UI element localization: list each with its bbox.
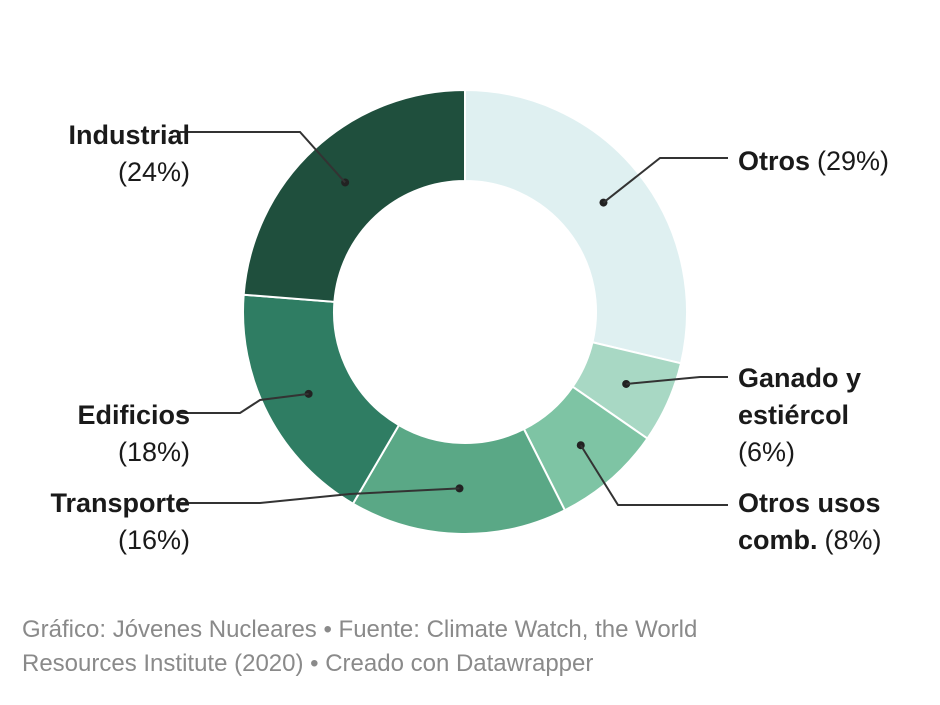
- label-otros: Otros (29%): [738, 146, 889, 176]
- leader-edificios: [180, 392, 309, 414]
- chart-footer: Gráfico: Jóvenes Nucleares • Fuente: Cli…: [22, 613, 922, 681]
- label-ganado-line1: Ganado y: [738, 363, 861, 393]
- label-ganado-line2: estiércol: [738, 400, 849, 430]
- donut-slices: [242, 88, 688, 535]
- leader-otros: [602, 157, 728, 204]
- footer-line-2: Resources Institute (2020) • Creado con …: [22, 650, 594, 677]
- leader-ganado-y-estiercol: [626, 376, 728, 385]
- slice-edificios: [242, 293, 401, 506]
- label-edificios-pct: (18%): [118, 437, 190, 467]
- label-otros-pct: (29%): [817, 146, 889, 176]
- footer-line-1: Gráfico: Jóvenes Nucleares • Fuente: Cli…: [22, 616, 698, 643]
- leader-transporte: [180, 487, 460, 504]
- label-transporte-name: Transporte: [50, 488, 190, 518]
- label-otros-name: Otros: [738, 146, 810, 176]
- leader-industrial: [180, 131, 346, 184]
- label-otros-usos-line1: Otros usos: [738, 488, 881, 518]
- label-edificios-name: Edificios: [77, 400, 190, 430]
- label-industrial-name: Industrial: [68, 120, 190, 150]
- slice-otros: [464, 88, 688, 365]
- leader-lines: [180, 131, 728, 506]
- slice-industrial: [242, 88, 466, 303]
- donut-chart: Otros (29%) Ganado y estiércol (6%) Otros…: [50, 88, 889, 555]
- leader-otros-usos-comb: [579, 444, 728, 506]
- label-ganado-pct: (6%): [738, 437, 795, 467]
- label-industrial-pct: (24%): [118, 157, 190, 187]
- label-otros-usos-line2: comb. (8%): [738, 525, 882, 555]
- label-otros-usos-name2: comb.: [738, 525, 818, 555]
- label-otros-usos-pct: (8%): [825, 525, 882, 555]
- label-transporte-pct: (16%): [118, 525, 190, 555]
